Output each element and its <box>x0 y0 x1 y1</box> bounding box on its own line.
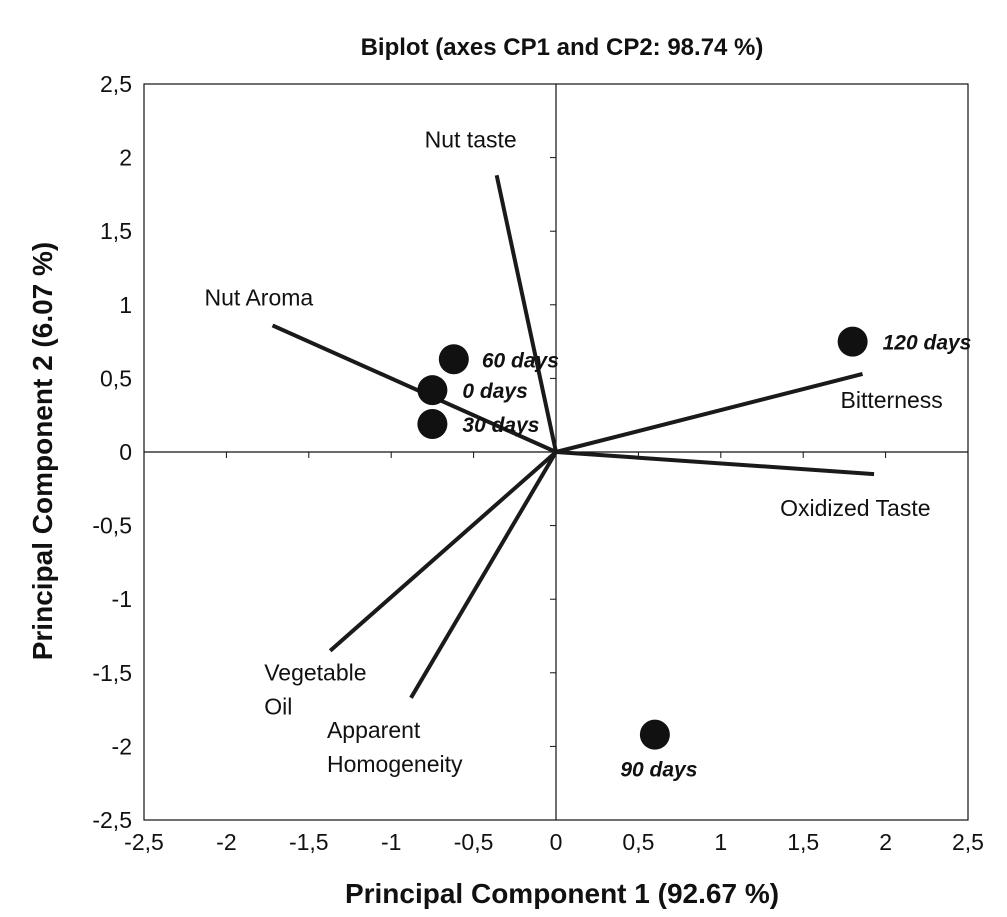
y-tick-label: -1,5 <box>92 660 132 686</box>
loading-vector-label: Nut taste <box>425 126 517 152</box>
x-tick-label: 0 <box>550 829 563 855</box>
x-tick-label: 2,5 <box>952 829 984 855</box>
x-tick-label: -2,5 <box>124 829 164 855</box>
loading-vector-line <box>555 372 864 454</box>
x-tick-label: 2 <box>879 829 892 855</box>
score-points: 60 days 0 days 30 days 120 days 90 days <box>417 326 972 782</box>
loading-vector-label: Vegetable Oil <box>264 660 366 720</box>
x-axis: -2,5 -2 -1,5 -1 -0,5 0 0,5 1 1,5 2 2,5 <box>124 452 984 855</box>
y-tick-label: -2,5 <box>92 807 132 833</box>
y-axis-title: Principal Component 2 (6.07 %) <box>27 242 58 661</box>
y-tick-label: 2,5 <box>100 71 132 97</box>
score-point-label: 30 days <box>462 414 539 437</box>
y-axis: -2,5 -2 -1,5 -1 -0,5 0 0,5 1 1,5 2 2,5 <box>92 71 556 833</box>
y-tick-label: 1 <box>119 292 132 318</box>
x-tick-label: -0,5 <box>454 829 494 855</box>
loading-vector-label: Nut Aroma <box>205 284 314 310</box>
loading-vector-label: Apparent Homogeneity <box>327 717 463 777</box>
x-tick-label: -1,5 <box>289 829 329 855</box>
x-tick-label: -2 <box>216 829 236 855</box>
loading-vectors: Nut taste Nut Aroma Bitterness Oxidized Tas… <box>205 126 943 777</box>
loading-vector-line <box>271 323 557 454</box>
score-point-label: 0 days <box>462 380 527 403</box>
score-point <box>639 719 670 750</box>
y-tick-label: 0,5 <box>100 365 132 391</box>
score-point-label: 60 days <box>482 349 559 372</box>
y-tick-label: -0,5 <box>92 513 132 539</box>
x-tick-label: -1 <box>381 829 401 855</box>
y-tick-label: 0 <box>119 439 132 465</box>
loading-vector-line <box>555 450 875 477</box>
score-point <box>837 326 868 357</box>
chart-title: Biplot (axes CP1 and CP2: 98.74 %) <box>361 34 764 61</box>
y-tick-label: -1 <box>112 586 132 612</box>
score-point-label: 90 days <box>620 759 697 782</box>
x-tick-label: 0,5 <box>622 829 654 855</box>
x-tick-label: 1,5 <box>787 829 819 855</box>
score-point <box>417 375 448 406</box>
loading-vector-line <box>328 450 558 653</box>
loading-vector-line <box>409 450 558 699</box>
x-tick-label: 1 <box>714 829 727 855</box>
loading-vector-label: Bitterness <box>841 387 943 413</box>
score-point <box>438 344 469 375</box>
y-tick-label: 1,5 <box>100 218 132 244</box>
x-axis-title: Principal Component 1 (92.67 %) <box>345 878 779 909</box>
loading-vector-label: Oxidized Taste <box>780 495 930 521</box>
score-point-label: 120 days <box>883 332 972 355</box>
y-tick-label: 2 <box>119 145 132 171</box>
score-point <box>417 409 448 440</box>
y-tick-label: -2 <box>112 733 132 759</box>
loading-vector-line <box>494 174 558 453</box>
